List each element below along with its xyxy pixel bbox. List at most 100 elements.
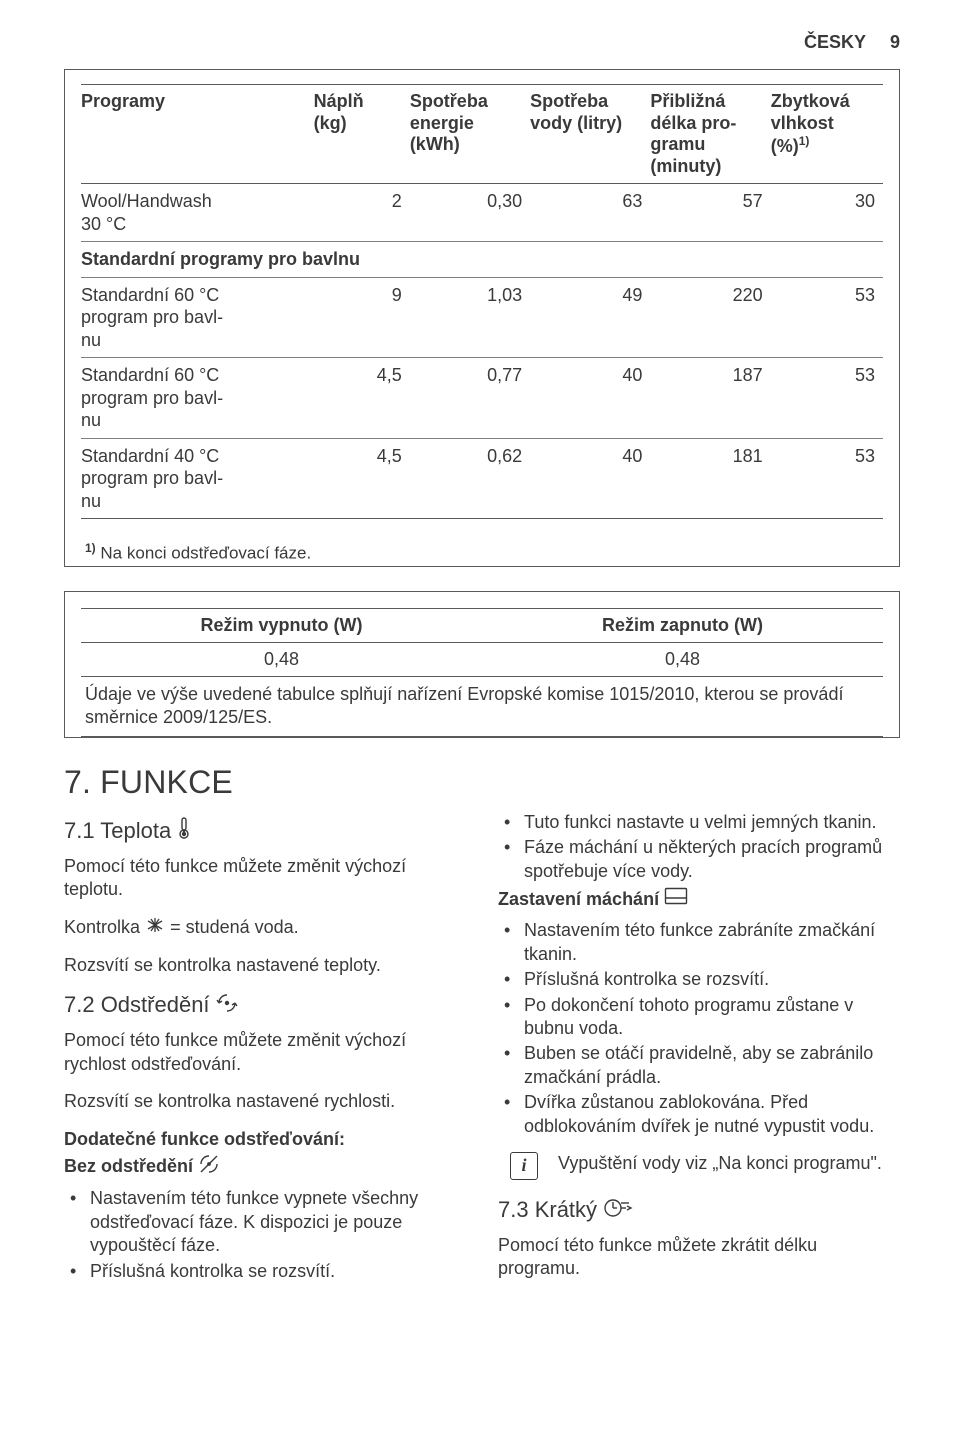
cell-program: Standardní 60 °C program pro bavl- nu	[81, 277, 314, 358]
cell: 0,48	[482, 643, 883, 677]
list-item: Po dokončení tohoto programu zůstane v b…	[518, 994, 900, 1041]
cell: 2	[314, 184, 410, 242]
bullet-list: Nastavením této funkce vypnete všechny o…	[64, 1187, 466, 1283]
rinse-hold-icon	[664, 887, 688, 913]
cell: 0,48	[81, 643, 482, 677]
cell: 40	[530, 438, 650, 519]
programs-table: Programy Náplň (kg) Spotřeba energie (kW…	[81, 84, 883, 519]
list-item: Nastavením této funkce vypnete všechny o…	[84, 1187, 466, 1257]
list-item: Tuto funkci nastavte u velmi jemných tka…	[518, 811, 900, 834]
cell-program: Wool/Handwash 30 °C	[81, 184, 314, 242]
cell: 9	[314, 277, 410, 358]
short-icon	[603, 1196, 633, 1226]
right-column: Tuto funkci nastavte u velmi jemných tka…	[498, 811, 900, 1297]
thermometer-icon	[177, 817, 191, 847]
cell: 49	[530, 277, 650, 358]
cell: 181	[650, 438, 770, 519]
two-column-layout: 7.1 Teplota Pomocí této funkce můžete zm…	[64, 811, 900, 1297]
col-programy: Programy	[81, 85, 314, 184]
modes-table: Režim vypnuto (W) Režim zapnuto (W) 0,48…	[81, 608, 883, 737]
footnote-sup: 1)	[85, 541, 96, 555]
bold-line: Dodatečné funkce odstřeďování:	[64, 1128, 466, 1151]
info-box: i Vypuštění vody viz „Na konci programu"…	[510, 1152, 900, 1180]
bullet-list: Nastavením této funkce zabráníte zmačkán…	[498, 919, 900, 1138]
subheading-text: 7.1 Teplota	[64, 818, 177, 843]
page-header: ČESKY 9	[64, 32, 900, 53]
col-vypnuto: Režim vypnuto (W)	[81, 609, 482, 643]
modes-note: Údaje ve výše uvedené tabulce splňují na…	[81, 677, 883, 737]
cell: 4,5	[314, 438, 410, 519]
cell: 30	[771, 184, 883, 242]
cell: 1,03	[410, 277, 530, 358]
list-item: Dvířka zůstanou zablokována. Před odblok…	[518, 1091, 900, 1138]
table-section-row: Standardní programy pro bavlnu	[81, 242, 883, 278]
header-page-number: 9	[890, 32, 900, 53]
list-item: Fáze máchání u některých pracích program…	[518, 836, 900, 883]
subheading-7-3: 7.3 Krátký	[498, 1196, 900, 1226]
info-text: Vypuštění vody viz „Na konci programu".	[558, 1152, 882, 1175]
col-zapnuto: Režim zapnuto (W)	[482, 609, 883, 643]
table-row: Wool/Handwash 30 °C 2 0,30 63 57 30	[81, 184, 883, 242]
cell: 0,77	[410, 358, 530, 439]
header-language: ČESKY	[804, 32, 866, 53]
cell: 4,5	[314, 358, 410, 439]
paragraph: Kontrolka = studená voda.	[64, 916, 466, 940]
cell: 53	[771, 438, 883, 519]
table-header-row: Programy Náplň (kg) Spotřeba energie (kW…	[81, 85, 883, 184]
info-icon: i	[510, 1152, 538, 1180]
list-item: Příslušná kontrolka se rozsvítí.	[84, 1260, 466, 1283]
subheading-text: 7.2 Odstředění	[64, 992, 216, 1017]
modes-box: Režim vypnuto (W) Režim zapnuto (W) 0,48…	[64, 591, 900, 738]
text: = studená voda.	[170, 917, 299, 937]
cell: 187	[650, 358, 770, 439]
subheading-7-2: 7.2 Odstředění	[64, 991, 466, 1021]
paragraph: Rozsvítí se kontrolka nastavené teploty.	[64, 954, 466, 977]
cell: 220	[650, 277, 770, 358]
cell-program: Standardní 60 °C program pro bavl- nu	[81, 358, 314, 439]
paragraph: Pomocí této funkce můžete zkrátit délku …	[498, 1234, 900, 1281]
footnote-text: Na konci odstřeďovací fáze.	[100, 544, 311, 563]
cell: 57	[650, 184, 770, 242]
col-delka: Přibližná délka pro- gramu (minuty)	[650, 85, 770, 184]
bullet-list: Tuto funkci nastavte u velmi jemných tka…	[498, 811, 900, 883]
list-item: Buben se otáčí pravidelně, aby se zabrán…	[518, 1042, 900, 1089]
left-column: 7.1 Teplota Pomocí této funkce můžete zm…	[64, 811, 466, 1297]
cell-program: Standardní 40 °C program pro bavl- nu	[81, 438, 314, 519]
cell: 53	[771, 277, 883, 358]
table-row: Standardní 60 °C program pro bavl- nu 9 …	[81, 277, 883, 358]
cell: 53	[771, 358, 883, 439]
list-item: Nastavením této funkce zabráníte zmačkán…	[518, 919, 900, 966]
no-spin-icon	[198, 1153, 220, 1181]
paragraph: Rozsvítí se kontrolka nastavené rychlost…	[64, 1090, 466, 1113]
col-vody: Spotřeba vody (litry)	[530, 85, 650, 184]
cell: 0,62	[410, 438, 530, 519]
cell: 40	[530, 358, 650, 439]
table-row: 0,48 0,48	[81, 643, 883, 677]
spin-icon	[216, 992, 238, 1022]
table-row: Standardní 40 °C program pro bavl- nu 4,…	[81, 438, 883, 519]
text: Kontrolka	[64, 917, 145, 937]
document-page: ČESKY 9 Programy Náplň (kg) Spotřeba ene…	[0, 0, 960, 1337]
cell: 0,30	[410, 184, 530, 242]
cell: 63	[530, 184, 650, 242]
list-item: Příslušná kontrolka se rozsvítí.	[518, 968, 900, 991]
col-napln: Náplň (kg)	[314, 85, 410, 184]
subheading-text: 7.3 Krátký	[498, 1197, 603, 1222]
col-energie: Spotřeba energie (kWh)	[410, 85, 530, 184]
table-footnote: 1) Na konci odstřeďovací fáze.	[85, 541, 883, 564]
section-label: Standardní programy pro bavlnu	[81, 242, 883, 278]
table-row: Standardní 60 °C program pro bavl- nu 4,…	[81, 358, 883, 439]
bold-line: Bez odstředění	[64, 1153, 466, 1181]
table-note-row: Údaje ve výše uvedené tabulce splňují na…	[81, 677, 883, 737]
section-title-funkce: 7. FUNKCE	[64, 764, 900, 801]
programs-box: Programy Náplň (kg) Spotřeba energie (kW…	[64, 69, 900, 567]
subheading-7-1: 7.1 Teplota	[64, 817, 466, 847]
paragraph: Pomocí této funkce můžete změnit výchozí…	[64, 1029, 466, 1076]
text: Bez odstředění	[64, 1156, 198, 1176]
paragraph: Pomocí této funkce můžete změnit výchozí…	[64, 855, 466, 902]
cold-water-icon	[145, 916, 165, 940]
table-header-row: Režim vypnuto (W) Režim zapnuto (W)	[81, 609, 883, 643]
col-vlhkost: Zbytková vlhkost (%)1)	[771, 85, 883, 184]
text: Zastavení máchání	[498, 889, 664, 909]
bold-line: Zastavení máchání	[498, 887, 900, 913]
